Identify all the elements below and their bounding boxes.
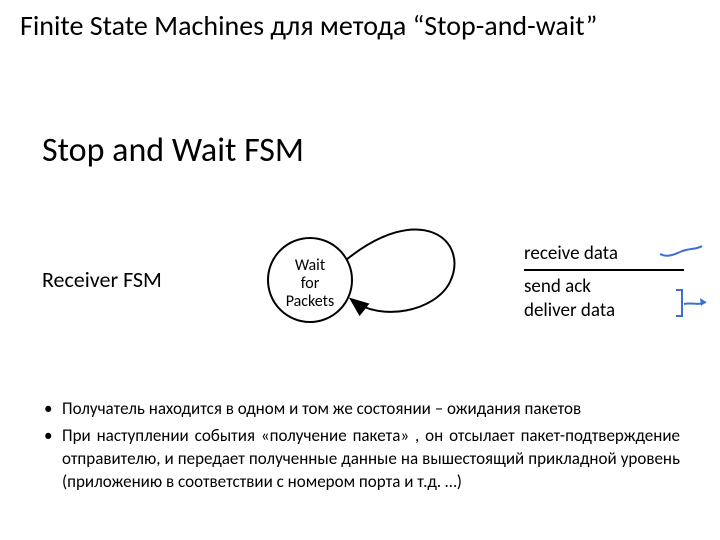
state-label-l2: for <box>301 274 320 293</box>
receiver-fsm-label: Receiver FSM <box>42 266 162 293</box>
annotation-scribbles <box>500 236 710 326</box>
state-label-l3: Packets <box>286 292 335 311</box>
page-title: Finite State Machines для метода “Stop-a… <box>20 8 700 43</box>
self-loop-arc <box>346 230 454 312</box>
bullet-item: При наступлении события «получение пакет… <box>40 425 680 494</box>
bullet-item: Получатель находится в одном и том же со… <box>40 398 680 421</box>
state-label-l1: Wait <box>295 256 326 275</box>
slide: Finite State Machines для метода “Stop-a… <box>0 0 720 540</box>
bullet-list: Получатель находится в одном и том же со… <box>40 398 680 498</box>
fsm-heading: Stop and Wait FSM <box>42 130 304 171</box>
